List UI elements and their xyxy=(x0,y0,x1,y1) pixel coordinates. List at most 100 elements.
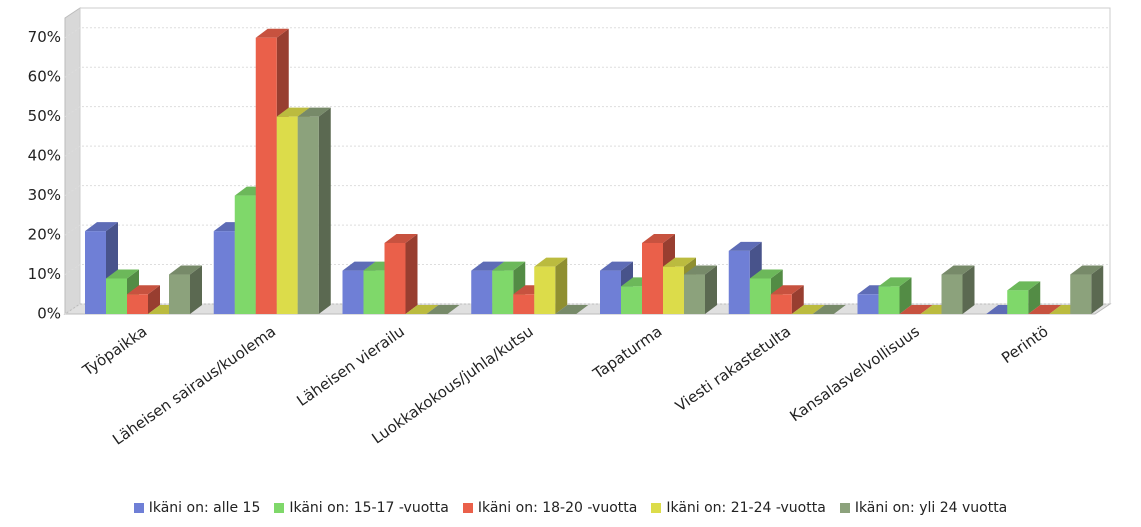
bar-front xyxy=(213,231,235,314)
bar-top xyxy=(749,269,783,279)
grid-line xyxy=(64,264,1110,275)
bar-side xyxy=(148,285,160,314)
bar xyxy=(791,305,825,314)
bar xyxy=(426,305,460,314)
bar-top xyxy=(169,265,202,275)
bar-top xyxy=(812,305,846,314)
bar-front xyxy=(234,195,256,314)
bar-front xyxy=(276,116,298,315)
bar xyxy=(941,265,975,314)
bar-side xyxy=(190,265,202,314)
bar-front xyxy=(169,274,190,314)
bar-side xyxy=(1091,265,1104,314)
bar-side xyxy=(791,285,804,314)
bar-front xyxy=(857,294,879,314)
y-tick-label: 70% xyxy=(28,28,61,46)
legend-item: Ikäni on: 15-17 -vuotta xyxy=(274,500,449,516)
legend-label: Ikäni on: yli 24 vuotta xyxy=(854,500,1008,516)
bar-top xyxy=(684,265,717,275)
bar-top xyxy=(85,222,118,232)
legend-item: Ikäni on: yli 24 vuotta xyxy=(839,500,1008,516)
bar-front xyxy=(684,274,705,314)
bar xyxy=(1070,265,1104,314)
chart: 0% 10% 20% 30% 40% 50% 60% 70% Työpaikka Läheisen… xyxy=(28,7,1112,449)
grid-line xyxy=(64,145,1110,157)
legend: Ikäni on: alle 15 Ikäni on: 15-17 -vuotta… xyxy=(0,500,1141,516)
legend-label: Ikäni on: alle 15 xyxy=(148,500,261,516)
bar-top xyxy=(600,261,633,271)
grid-line xyxy=(64,106,1110,118)
bar-side xyxy=(555,257,568,314)
bar-front xyxy=(770,294,792,314)
y-tick-label: 40% xyxy=(28,147,61,165)
legend-label: Ikäni on: 18-20 -vuotta xyxy=(477,500,638,516)
legend-label: Ikäni on: 15-17 -vuotta xyxy=(289,500,449,516)
bar-front xyxy=(106,278,127,314)
bar-side xyxy=(962,265,975,314)
bar-front xyxy=(384,242,406,314)
bar xyxy=(1007,281,1041,314)
bar-front xyxy=(255,37,277,314)
bar xyxy=(405,305,439,314)
left-wall xyxy=(64,7,81,315)
bar-side xyxy=(899,277,912,314)
bar-top xyxy=(492,261,526,271)
legend-swatch xyxy=(133,503,144,513)
bar-top xyxy=(1007,281,1041,291)
bar-front xyxy=(127,294,148,314)
bar-front xyxy=(342,270,364,314)
bar-front xyxy=(297,116,319,315)
bar-top xyxy=(297,107,331,117)
legend-item: Ikäni on: alle 15 xyxy=(133,500,261,516)
y-tick-label: 60% xyxy=(28,68,61,86)
bar-top xyxy=(728,241,762,251)
y-tick-label: 10% xyxy=(28,265,61,283)
bar-front xyxy=(728,250,750,314)
bar-front xyxy=(471,270,493,314)
bar xyxy=(169,265,202,314)
bar-front xyxy=(621,286,642,314)
bar-top xyxy=(405,305,439,314)
bar-side xyxy=(318,107,331,315)
x-tick-label: Perintö xyxy=(998,322,1051,367)
y-tick-label: 0% xyxy=(37,305,61,323)
bar-top xyxy=(791,305,825,314)
bar-top xyxy=(255,28,289,38)
bar-top xyxy=(899,305,933,314)
bar-top xyxy=(471,261,505,271)
x-tick-label: Kansalasvelvollisuus xyxy=(786,322,923,425)
bar-top xyxy=(534,257,568,267)
bar-front xyxy=(642,242,663,314)
bar xyxy=(684,265,717,314)
bar-top xyxy=(276,107,310,117)
bar-front xyxy=(1007,290,1029,314)
bar xyxy=(127,285,160,314)
bar-top xyxy=(127,285,160,295)
bar xyxy=(534,257,568,314)
bar-top xyxy=(663,257,696,267)
y-tick-label: 50% xyxy=(28,107,61,125)
bar xyxy=(770,285,804,314)
bar-front xyxy=(492,270,514,314)
x-tick-label: Työpaikka xyxy=(79,322,151,380)
x-tick-label: Tapaturma xyxy=(589,322,665,383)
legend-swatch xyxy=(651,503,662,513)
bar xyxy=(297,107,331,315)
bar-front xyxy=(85,231,106,314)
bar-side xyxy=(405,233,418,314)
bar-top xyxy=(384,233,418,243)
x-tick-label: Läheisen vierailu xyxy=(293,322,408,410)
bar-top xyxy=(941,265,975,275)
bar xyxy=(812,305,846,314)
bar-front xyxy=(1070,274,1092,314)
bar-top xyxy=(555,305,589,314)
bar-top xyxy=(878,277,912,287)
bar-front xyxy=(513,294,535,314)
bar-front xyxy=(600,270,621,314)
legend-item: Ikäni on: 21-24 -vuotta xyxy=(651,500,826,516)
bar-top xyxy=(426,305,460,314)
legend-label: Ikäni on: 21-24 -vuotta xyxy=(666,500,826,516)
bar xyxy=(555,305,589,314)
x-tick-label: Viesti rakastetulta xyxy=(672,322,794,415)
